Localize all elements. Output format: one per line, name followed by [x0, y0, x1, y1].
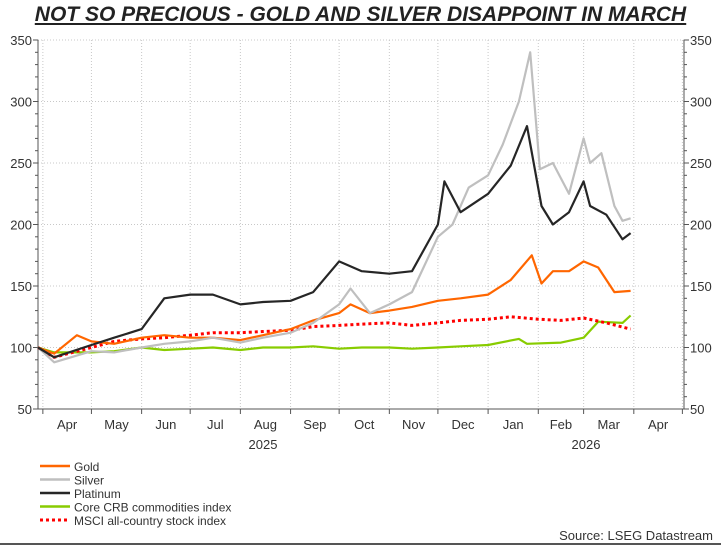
y-tick-label-right: 300: [690, 95, 712, 110]
y-tick-label-left: 50: [18, 402, 32, 417]
series-line-gold: [37, 254, 631, 355]
x-tick-label: Mar: [598, 417, 621, 432]
y-tick-label-left: 200: [10, 218, 32, 233]
y-tick-label-right: 150: [690, 279, 712, 294]
y-tick-label-right: 50: [690, 402, 704, 417]
x-tick-label: Oct: [354, 417, 375, 432]
x-tick-label: Jan: [503, 417, 524, 432]
x-tick-label: Feb: [550, 417, 572, 432]
legend-label: Silver: [74, 474, 104, 488]
y-tick-label-right: 250: [690, 156, 712, 171]
legend-label: Platinum: [74, 487, 121, 501]
legend-label: Core CRB commodities index: [74, 501, 231, 515]
year-label: 2025: [249, 437, 278, 452]
y-tick-label-right: 200: [690, 218, 712, 233]
x-tick-label: May: [104, 417, 129, 432]
legend-label: Gold: [74, 460, 99, 474]
x-tick-label: Jul: [207, 417, 224, 432]
year-label: 2026: [572, 437, 601, 452]
y-tick-label-left: 150: [10, 279, 32, 294]
x-tick-label: Nov: [402, 417, 426, 432]
y-tick-label-left: 250: [10, 156, 32, 171]
series-line-msci-all-country-stock-index: [37, 315, 631, 359]
y-tick-label-left: 300: [10, 95, 32, 110]
chart-title: NOT SO PRECIOUS - GOLD AND SILVER DISAPP…: [34, 3, 687, 26]
y-tick-label-left: 100: [10, 341, 32, 356]
y-tick-label-left: 350: [10, 33, 32, 48]
x-tick-label: Aug: [254, 417, 277, 432]
legend-label: MSCI all-country stock index: [74, 514, 226, 528]
series-line-platinum: [37, 125, 632, 359]
y-tick-label-right: 100: [690, 341, 712, 356]
x-tick-label: Jun: [155, 417, 176, 432]
source-note: Source: LSEG Datastream: [559, 528, 713, 543]
x-tick-label: Apr: [57, 417, 78, 432]
y-tick-label-right: 350: [690, 33, 712, 48]
series-line-silver: [37, 51, 631, 364]
x-tick-label: Apr: [648, 417, 669, 432]
bottom-divider: [0, 543, 721, 545]
x-tick-label: Dec: [451, 417, 475, 432]
x-tick-label: Sep: [303, 417, 326, 432]
